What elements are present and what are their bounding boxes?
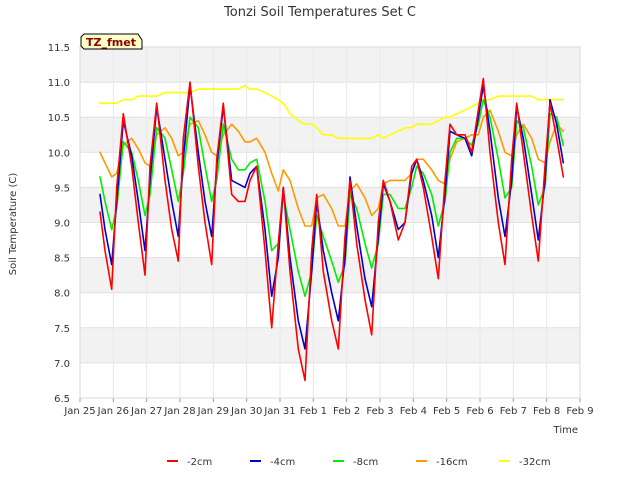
y-tick-label: 7.5 [54, 324, 70, 335]
badge: TZ_fmet [80, 33, 143, 50]
plot-band [80, 47, 580, 83]
y-tick-label: 9.0 [54, 219, 70, 230]
badge-label: TZ_fmet [86, 36, 136, 49]
badge-box [80, 33, 143, 50]
legend: -2cm -4cm -8cm -16cm -32cm [167, 457, 551, 468]
series-line-16cm [99, 109, 565, 227]
x-tick-label: Feb 9 [566, 406, 593, 417]
y-tick-label: 10.5 [48, 113, 70, 124]
legend-label: -16cm [436, 457, 468, 468]
x-tick-label: Feb 7 [500, 406, 527, 417]
legend-label: -4cm [270, 457, 295, 468]
legend-label: -8cm [353, 457, 378, 468]
legend-label: -32cm [519, 457, 551, 468]
x-tick-label: Feb 2 [333, 406, 360, 417]
series-lines [99, 77, 565, 382]
plot-frame [79, 46, 581, 399]
x-tick-label: Jan 26 [97, 406, 129, 417]
y-tick-label: 7.0 [54, 359, 70, 370]
x-tick-label: Jan 31 [263, 406, 295, 417]
y-tick-label: 11.5 [48, 43, 70, 54]
x-tick-label: Feb 5 [433, 406, 460, 417]
y-tick-label: 8.0 [54, 289, 70, 300]
legend-label: -2cm [187, 457, 212, 468]
x-axis-ticks: Jan 25 Jan 26 Jan 27 Jan 28 Jan 29 Jan 30 Jan … [63, 398, 594, 417]
y-tick-label: 8.5 [54, 254, 70, 265]
x-tick-label: Feb 4 [400, 406, 427, 417]
x-axis-label: Time [553, 425, 578, 436]
x-tick-label: Feb 6 [466, 406, 493, 417]
x-tick-label: Jan 28 [163, 406, 195, 417]
x-tick-label: Jan 29 [197, 406, 229, 417]
plot-band [80, 327, 580, 363]
x-tick-label: Feb 8 [533, 406, 560, 417]
chart-title: Tonzi Soil Temperatures Set C [223, 5, 416, 20]
series-line-2cm [99, 77, 565, 382]
y-tick-label: 9.5 [54, 183, 70, 194]
x-tick-label: Jan 30 [230, 406, 262, 417]
y-tick-label: 11.0 [48, 78, 70, 89]
x-tick-label: Jan 27 [130, 406, 162, 417]
x-tick-label: Jan 25 [63, 406, 95, 417]
x-tick-label: Feb 3 [366, 406, 393, 417]
y-tick-label: 10.0 [48, 148, 70, 159]
y-axis-label: Soil Temperature (C) [8, 173, 19, 276]
y-tick-label: 6.5 [54, 394, 70, 405]
y-axis-ticks: 6.5 7.0 7.5 8.0 8.5 9.0 9.5 10.0 10.5 11.0 11.5 [48, 43, 70, 405]
x-tick-label: Feb 1 [300, 406, 327, 417]
